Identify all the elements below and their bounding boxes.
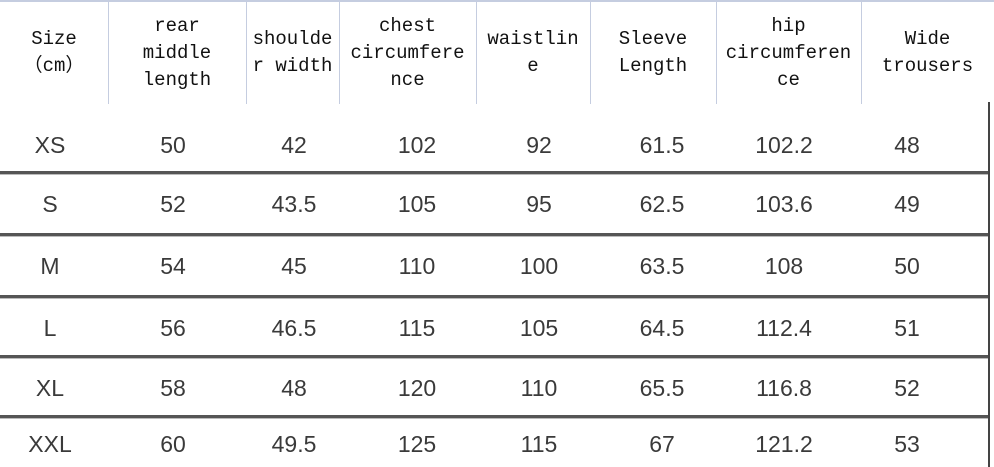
cell-shoulder-width: 43.5 <box>271 191 317 217</box>
cell-wide-trousers: 51 <box>894 315 920 341</box>
cell-rear-middle-length: 60 <box>160 431 186 457</box>
header-line: Wide <box>904 28 951 50</box>
header-line: e <box>527 55 539 77</box>
cell-rear-middle-length: 52 <box>160 191 186 217</box>
table-right-border <box>988 102 990 467</box>
header-line: （cm） <box>23 55 85 77</box>
header-line: rear <box>154 14 200 37</box>
column-divider <box>246 2 247 104</box>
cell-wide-trousers: 53 <box>894 431 920 457</box>
header-line: middle <box>142 41 212 64</box>
cell-shoulder-width: 42 <box>281 132 307 158</box>
column-divider <box>339 2 340 104</box>
row-divider <box>0 295 989 299</box>
cell-hip-circumference: 121.2 <box>755 431 813 457</box>
cell-hip-circumference: 116.8 <box>756 375 812 401</box>
column-divider <box>476 2 477 104</box>
column-divider <box>861 2 862 104</box>
table-row: XXL 60 49.5 125 115 67 121.2 53 <box>0 417 989 467</box>
table-row: XL 58 48 120 110 65.5 116.8 52 <box>0 357 989 417</box>
cell-size: XS <box>34 132 66 158</box>
header-cell-rear-middle-length: rear middle length <box>108 2 246 104</box>
header-line: Size <box>31 28 77 50</box>
cell-waistline: 95 <box>526 191 552 217</box>
header-line: waistlin <box>487 28 579 50</box>
cell-rear-middle-length: 58 <box>160 375 186 401</box>
cell-sleeve-length: 62.5 <box>639 191 685 217</box>
cell-sleeve-length: 64.5 <box>639 315 685 341</box>
header-line: r width <box>252 55 333 77</box>
cell-chest-circumference: 115 <box>398 315 436 341</box>
table-row: XS 50 42 102 92 61.5 102.2 48 <box>0 102 989 173</box>
cell-wide-trousers: 48 <box>894 132 920 158</box>
cell-sleeve-length: 65.5 <box>639 375 685 401</box>
cell-waistline: 92 <box>526 132 552 158</box>
header-line: Sleeve <box>618 28 688 50</box>
table-row: L 56 46.5 115 105 64.5 112.4 51 <box>0 297 989 357</box>
header-line: ce <box>777 68 800 91</box>
column-divider <box>590 2 591 104</box>
cell-waistline: 110 <box>520 375 558 401</box>
row-divider <box>0 355 989 359</box>
header-line: trousers <box>881 55 974 77</box>
cell-size: M <box>40 253 60 279</box>
cell-size: XXL <box>28 431 72 457</box>
cell-waistline: 105 <box>519 315 559 341</box>
cell-rear-middle-length: 54 <box>160 253 186 279</box>
cell-chest-circumference: 120 <box>397 375 437 401</box>
header-cell-wide-trousers: Wide trousers <box>861 2 994 104</box>
header-line: length <box>142 68 212 91</box>
cell-shoulder-width: 45 <box>281 253 307 279</box>
cell-sleeve-length: 61.5 <box>639 132 685 158</box>
cell-waistline: 115 <box>520 431 558 457</box>
cell-wide-trousers: 52 <box>894 375 920 401</box>
cell-shoulder-width: 49.5 <box>271 431 317 457</box>
header-cell-sleeve-length: Sleeve Length <box>590 2 716 104</box>
cell-hip-circumference: 112.4 <box>756 315 812 341</box>
table-row: S 52 43.5 105 95 62.5 103.6 49 <box>0 173 989 235</box>
cell-size: S <box>42 191 58 217</box>
header-cell-hip-circumference: hip circumferen ce <box>716 2 861 104</box>
cell-chest-circumference: 102 <box>397 132 437 158</box>
cell-wide-trousers: 50 <box>894 253 920 279</box>
header-line: circumfere <box>350 41 465 64</box>
row-divider <box>0 415 989 419</box>
header-line: shoulde <box>252 28 333 50</box>
row-divider <box>0 171 989 175</box>
header-line: circumferen <box>725 41 852 64</box>
header-cell-shoulder-width: shoulde r width <box>246 2 339 104</box>
column-divider <box>716 2 717 104</box>
header-line: Length <box>618 55 688 77</box>
column-divider <box>108 2 109 104</box>
header-line: hip <box>771 14 806 37</box>
cell-size: L <box>43 315 57 341</box>
cell-chest-circumference: 125 <box>397 431 437 457</box>
cell-rear-middle-length: 56 <box>160 315 186 341</box>
cell-chest-circumference: 105 <box>397 191 437 217</box>
cell-waistline: 100 <box>519 253 559 279</box>
cell-size: XL <box>35 375 65 401</box>
header-cell-waistline: waistlin e <box>476 2 590 104</box>
cell-shoulder-width: 46.5 <box>271 315 317 341</box>
header-line: nce <box>390 68 425 91</box>
table-header: Size （cm） rear middle length shoulde r width ch… <box>0 0 994 104</box>
row-divider <box>0 233 989 237</box>
cell-sleeve-length: 67 <box>649 431 675 457</box>
cell-sleeve-length: 63.5 <box>639 253 685 279</box>
header-cell-size: Size （cm） <box>0 2 108 104</box>
cell-hip-circumference: 108 <box>764 253 804 279</box>
table-row: M 54 45 110 100 63.5 108 50 <box>0 235 989 297</box>
header-cell-chest-circumference: chest circumfere nce <box>339 2 476 104</box>
cell-hip-circumference: 103.6 <box>755 191 813 217</box>
cell-rear-middle-length: 50 <box>160 132 186 158</box>
cell-chest-circumference: 110 <box>398 253 436 279</box>
cell-shoulder-width: 48 <box>281 375 307 401</box>
cell-hip-circumference: 102.2 <box>755 132 813 158</box>
cell-wide-trousers: 49 <box>894 191 920 217</box>
header-line: chest <box>378 14 436 37</box>
